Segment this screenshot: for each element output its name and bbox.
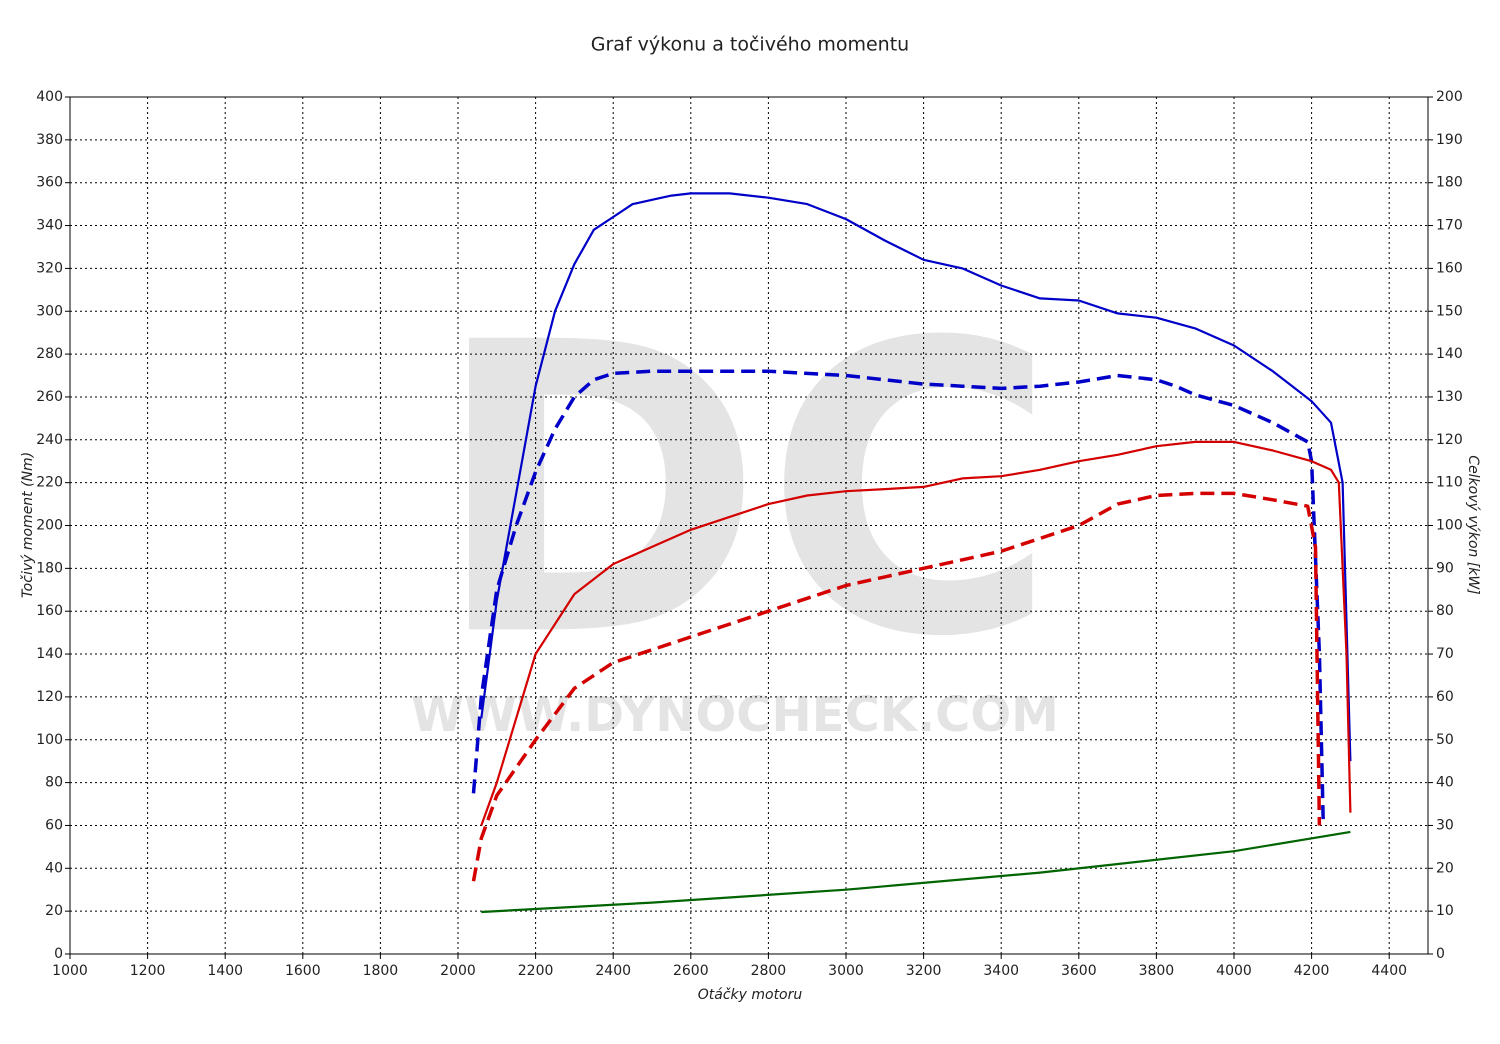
y2-tick-label: 40	[1436, 775, 1454, 791]
y2-tick-label: 190	[1436, 132, 1463, 148]
x-tick-label: 3400	[983, 963, 1019, 979]
x-tick-label: 4000	[1216, 963, 1252, 979]
y-tick-label: 340	[36, 218, 63, 234]
y2-tick-label: 150	[1436, 303, 1463, 319]
x-tick-label: 1000	[52, 963, 88, 979]
y-tick-label: 300	[36, 303, 63, 319]
y-tick-label: 140	[36, 646, 63, 662]
y-tick-label: 240	[36, 432, 63, 448]
y2-tick-label: 70	[1436, 646, 1454, 662]
y2-tick-label: 140	[1436, 346, 1463, 362]
x-tick-label: 1800	[363, 963, 399, 979]
y2-tick-label: 30	[1436, 817, 1454, 833]
y-tick-label: 120	[36, 689, 63, 705]
y-tick-label: 320	[36, 260, 63, 276]
series-line	[471, 491, 1322, 882]
y-tick-label: 80	[45, 775, 63, 791]
x-axis-label: Otáčky motoru	[698, 987, 803, 1003]
x-tick-label: 1200	[130, 963, 166, 979]
x-tick-label: 3600	[1061, 963, 1097, 979]
series-line	[481, 830, 1351, 914]
x-tick-label: 3000	[828, 963, 864, 979]
x-tick-label: 2400	[595, 963, 631, 979]
y-tick-label: 200	[36, 518, 63, 534]
x-tick-label: 2800	[751, 963, 787, 979]
x-tick-label: 2000	[440, 963, 476, 979]
y-tick-label: 180	[36, 560, 63, 576]
y2-tick-label: 50	[1436, 732, 1454, 748]
y-tick-label: 260	[36, 389, 63, 405]
y-tick-label: 20	[45, 903, 63, 919]
y2-tick-label: 20	[1436, 860, 1454, 876]
y-tick-label: 380	[36, 132, 63, 148]
y2-tick-label: 80	[1436, 603, 1454, 619]
y-tick-label: 100	[36, 732, 63, 748]
y2-tick-label: 120	[1436, 432, 1463, 448]
x-tick-label: 4200	[1294, 963, 1330, 979]
x-tick-label: 2600	[673, 963, 709, 979]
y2-tick-label: 60	[1436, 689, 1454, 705]
y-tick-label: 0	[54, 946, 63, 962]
y2-tick-label: 200	[1436, 89, 1463, 105]
y-tick-label: 220	[36, 475, 63, 491]
y-tick-label: 40	[45, 860, 63, 876]
watermark: DC	[432, 259, 1058, 724]
watermark-url: WWW.DYNOCHECK.COM	[411, 687, 1059, 743]
x-tick-label: 1600	[285, 963, 321, 979]
x-tick-label: 2200	[518, 963, 554, 979]
y2-tick-label: 110	[1436, 475, 1463, 491]
plot-frame	[69, 96, 1429, 955]
y2-tick-label: 90	[1436, 560, 1454, 576]
y-tick-label: 60	[45, 817, 63, 833]
y2-tick-label: 130	[1436, 389, 1463, 405]
chart-title: Graf výkonu a točivého momentu	[591, 34, 909, 56]
y-tick-label: 360	[36, 175, 63, 191]
y2-tick-label: 180	[1436, 175, 1463, 191]
series-line	[480, 192, 1352, 762]
x-tick-label: 3200	[906, 963, 942, 979]
y2-tick-label: 0	[1436, 946, 1445, 962]
y-tick-label: 400	[36, 89, 63, 105]
y-tick-label: 160	[36, 603, 63, 619]
y2-tick-label: 170	[1436, 218, 1463, 234]
y2-tick-label: 10	[1436, 903, 1454, 919]
y2-tick-label: 100	[1436, 518, 1463, 534]
y2-tick-label: 160	[1436, 260, 1463, 276]
y-axis-label: Točivý moment (Nm)	[20, 452, 36, 598]
series-line	[480, 440, 1352, 826]
x-tick-label: 3800	[1139, 963, 1175, 979]
y-tick-label: 280	[36, 346, 63, 362]
y2-axis-label: Celkový výkon [kW]	[1465, 455, 1481, 594]
x-tick-label: 4400	[1371, 963, 1407, 979]
x-tick-label: 1400	[207, 963, 243, 979]
